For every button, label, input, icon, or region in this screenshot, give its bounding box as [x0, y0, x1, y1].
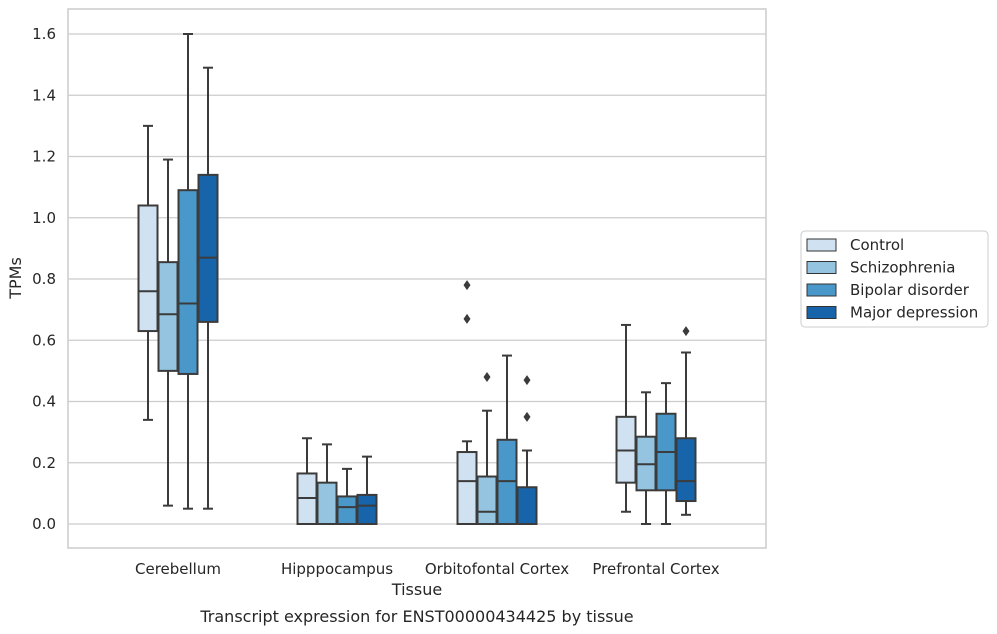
y-tick-label: 1.4	[32, 86, 56, 104]
box-major-depression	[197, 66, 219, 510]
legend-label: Control	[850, 236, 904, 254]
box-iqr	[516, 486, 538, 525]
box-schizophrenia	[157, 158, 179, 507]
box-iqr	[157, 261, 179, 372]
x-axis-label: Tissue	[391, 580, 442, 599]
box-control	[615, 323, 637, 513]
y-tick-label: 0.6	[32, 331, 56, 349]
legend-swatch	[806, 261, 837, 274]
legend-swatch	[806, 283, 837, 297]
x-axis-ticks: Cerebellum Hipppocampus Orbitofontal Corte…	[135, 560, 720, 578]
y-axis-ticks: 0.0 0.2 0.4 0.6 0.8 1.0 1.2 1.4 1.6	[32, 25, 56, 533]
box-iqr	[356, 493, 378, 525]
box-bipolar-disorder	[336, 467, 358, 525]
legend-label: Bipolar disorder	[850, 281, 970, 299]
y-tick-label: 1.6	[32, 25, 56, 43]
y-tick-label: 0.0	[32, 515, 56, 533]
legend-label: Major depression	[850, 304, 978, 322]
box-iqr	[675, 437, 697, 503]
legend-swatch	[806, 306, 837, 319]
box-major-depression	[516, 375, 538, 525]
y-tick-label: 0.2	[32, 454, 56, 472]
chart-caption: Transcript expression for ENST0000043442…	[199, 607, 633, 626]
legend-frame	[800, 230, 989, 328]
box-iqr	[177, 189, 199, 375]
box-iqr	[456, 451, 478, 525]
box-schizophrenia	[635, 391, 657, 525]
outlier-point	[682, 326, 690, 337]
y-tick-label: 1.0	[32, 209, 56, 227]
box-bipolar-disorder	[655, 382, 677, 525]
box-control	[456, 280, 478, 525]
plot-area-frame	[67, 8, 767, 549]
box-plot-boxes	[137, 33, 697, 525]
box-schizophrenia	[476, 372, 498, 525]
x-tick-label: Cerebellum	[135, 560, 221, 578]
outlier-point	[463, 280, 471, 291]
legend: Control Schizophrenia Bipolar disorder Majo…	[800, 230, 989, 328]
box-schizophrenia	[316, 443, 338, 525]
y-axis-label: TPMs	[6, 257, 25, 300]
outlier-point	[483, 372, 491, 382]
outlier-point	[523, 375, 531, 386]
box-bipolar-disorder	[177, 33, 199, 510]
x-tick-label: Prefrontal Cortex	[592, 560, 719, 578]
box-control	[296, 437, 318, 525]
outlier-point	[463, 313, 471, 324]
box-bipolar-disorder	[496, 354, 518, 525]
x-tick-label: Orbitofontal Cortex	[425, 560, 569, 578]
legend-label: Schizophrenia	[850, 259, 955, 277]
box-control	[137, 124, 159, 421]
legend-swatch	[806, 238, 837, 252]
box-iqr	[336, 495, 358, 525]
box-iqr	[197, 173, 219, 323]
x-tick-label: Hipppocampus	[281, 560, 393, 578]
box-major-depression	[675, 326, 697, 516]
box-iqr	[137, 204, 159, 333]
y-tick-label: 0.4	[32, 393, 56, 411]
box-major-depression	[356, 455, 378, 525]
y-tick-label: 1.2	[32, 148, 56, 166]
outlier-point	[523, 411, 531, 422]
box-iqr	[476, 475, 498, 525]
y-tick-label: 0.8	[32, 270, 56, 288]
box-iqr	[316, 481, 338, 525]
